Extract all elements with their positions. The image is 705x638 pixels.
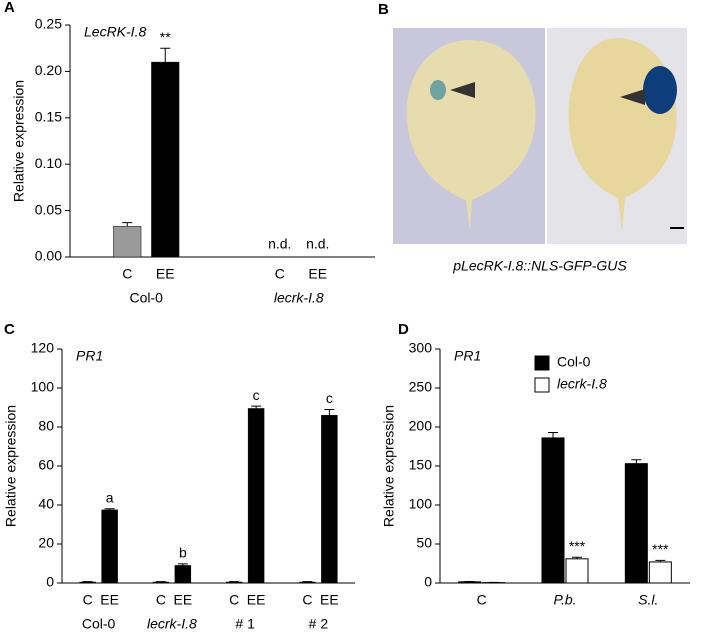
bar xyxy=(153,582,169,583)
bar xyxy=(459,582,481,583)
bar xyxy=(175,565,191,583)
error-bar xyxy=(122,223,132,227)
panel-label: D xyxy=(398,321,409,338)
group-label: # 1 xyxy=(235,616,255,632)
bar xyxy=(80,582,96,583)
annotation: n.d. xyxy=(268,236,291,252)
y-tick-label: 0 xyxy=(46,574,54,590)
bar xyxy=(542,438,564,583)
y-tick-label: 120 xyxy=(31,340,55,356)
y-tick-label: 100 xyxy=(31,379,55,395)
group-label: lecrk-I.8 xyxy=(274,290,324,306)
y-tick-label: 200 xyxy=(409,418,433,434)
y-tick-label: 150 xyxy=(409,457,433,473)
bar xyxy=(299,582,315,583)
y-tick-label: 0.15 xyxy=(35,109,62,125)
legend-swatch xyxy=(535,356,549,370)
x-tick-label: C xyxy=(83,592,93,608)
bar xyxy=(248,408,264,583)
y-tick-label: 250 xyxy=(409,379,433,395)
y-tick-label: 0.10 xyxy=(35,155,62,171)
annotation: a xyxy=(106,489,114,505)
bar xyxy=(321,415,337,583)
legend-label: lecrk-I.8 xyxy=(557,376,607,392)
error-bar xyxy=(631,460,641,464)
annotation: c xyxy=(326,390,333,406)
gene-label: PR1 xyxy=(454,348,481,364)
group-label: Col-0 xyxy=(82,616,116,632)
panel-label: A xyxy=(4,0,15,16)
x-tick-label: S.l. xyxy=(638,592,658,608)
y-tick-label: 0.05 xyxy=(35,201,62,217)
y-tick-label: 60 xyxy=(38,457,54,473)
annotation: n.d. xyxy=(306,236,329,252)
bar xyxy=(151,62,179,257)
y-tick-label: 100 xyxy=(409,496,433,512)
x-tick-label: C xyxy=(122,266,132,282)
bar xyxy=(649,562,671,583)
group-label: Col-0 xyxy=(130,290,164,306)
bar xyxy=(566,559,588,583)
annotation: *** xyxy=(569,538,586,554)
error-bar xyxy=(324,409,334,415)
x-tick-label: C xyxy=(302,592,312,608)
x-tick-label: EE xyxy=(320,592,339,608)
annotation: ** xyxy=(160,29,171,45)
gene-label: PR1 xyxy=(76,348,103,364)
x-tick-label: C xyxy=(229,592,239,608)
annotation: b xyxy=(179,545,187,561)
bar xyxy=(625,464,647,583)
y-tick-label: 80 xyxy=(38,418,54,434)
x-tick-label: P.b. xyxy=(553,592,576,608)
gus-stain xyxy=(430,80,446,100)
x-tick-label: EE xyxy=(247,592,266,608)
y-tick-label: 40 xyxy=(38,496,54,512)
legend-label: Col-0 xyxy=(557,354,591,370)
y-tick-label: 0.20 xyxy=(35,62,62,78)
error-bar xyxy=(548,432,558,437)
y-tick-label: 20 xyxy=(38,535,54,551)
bar xyxy=(226,582,242,583)
x-tick-label: C xyxy=(477,592,487,608)
x-tick-label: C xyxy=(275,266,285,282)
error-bar xyxy=(160,48,170,62)
legend-swatch xyxy=(535,378,549,392)
annotation: c xyxy=(253,387,260,403)
x-tick-label: EE xyxy=(156,266,175,282)
y-axis-label: Relative expression xyxy=(11,80,27,202)
group-label: lecrk-I.8 xyxy=(147,616,197,632)
y-axis-label: Relative expression xyxy=(381,405,397,527)
gene-label: LecRK-I.8 xyxy=(84,24,146,40)
group-label: # 2 xyxy=(309,616,329,632)
bar xyxy=(113,226,141,257)
x-tick-label: EE xyxy=(174,592,193,608)
annotation: *** xyxy=(652,541,669,557)
photo-panel: B pLecRK-I.8::NLS-GFP-GUS xyxy=(378,1,687,274)
y-tick-label: 0.00 xyxy=(35,248,62,264)
y-tick-label: 0 xyxy=(424,574,432,590)
gus-stain xyxy=(643,66,677,114)
error-bar xyxy=(251,406,261,408)
y-tick-label: 300 xyxy=(409,340,433,356)
x-tick-label: C xyxy=(156,592,166,608)
y-tick-label: 50 xyxy=(416,535,432,551)
caption: pLecRK-I.8::NLS-GFP-GUS xyxy=(452,258,627,274)
y-axis-label: Relative expression xyxy=(3,405,19,527)
bar xyxy=(102,510,118,583)
x-tick-label: EE xyxy=(100,592,119,608)
panel-label: B xyxy=(378,1,389,18)
x-tick-label: EE xyxy=(308,266,327,282)
y-tick-label: 0.25 xyxy=(35,16,62,32)
panel-label: C xyxy=(4,321,15,338)
